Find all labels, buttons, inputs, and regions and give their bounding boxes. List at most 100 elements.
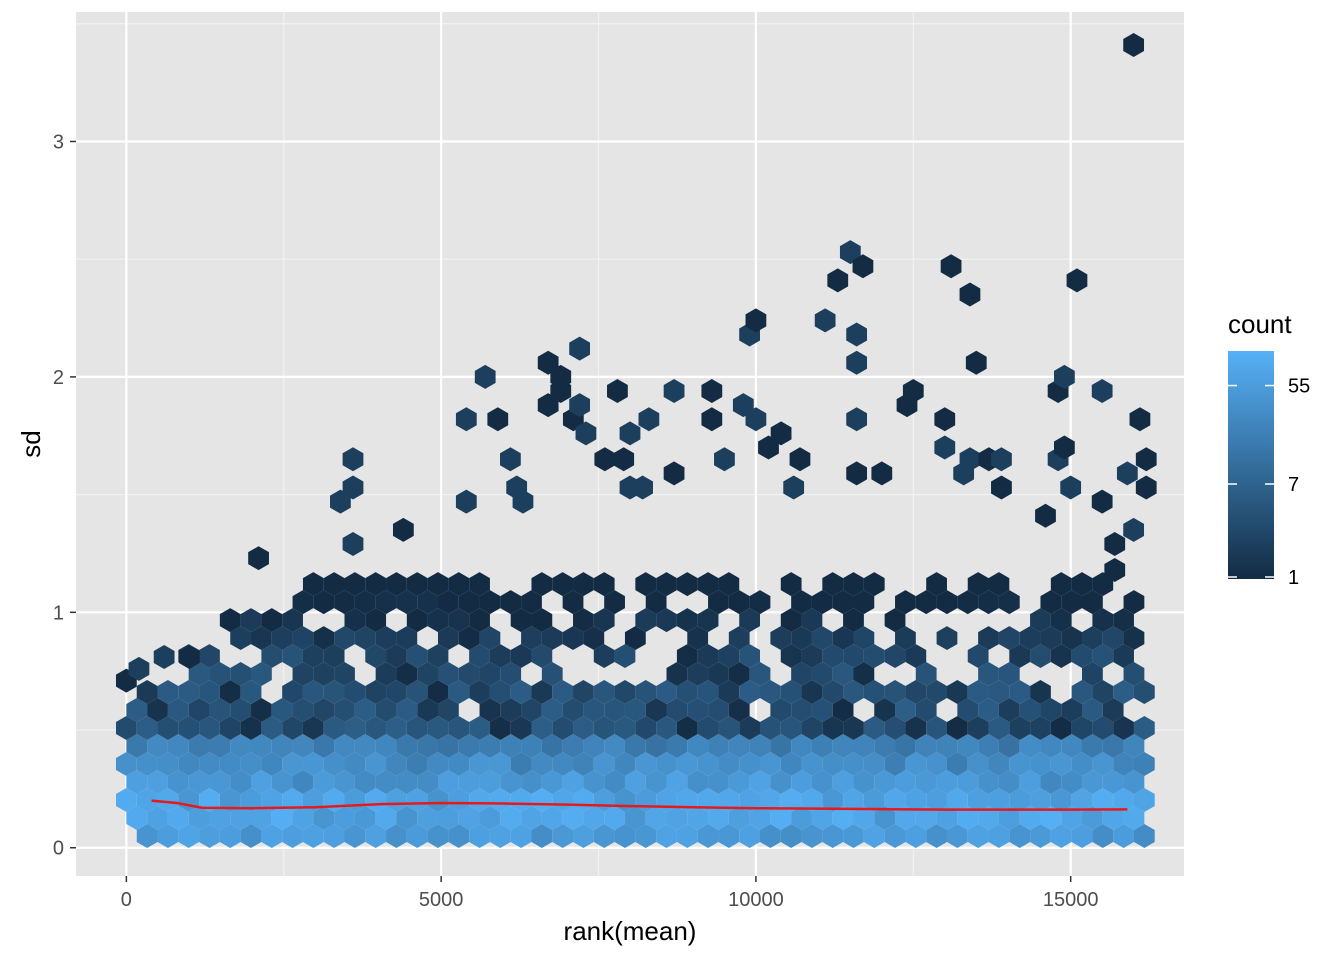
hex-cell xyxy=(396,805,418,830)
hex-cell xyxy=(1113,608,1134,633)
hex-cell xyxy=(417,805,438,830)
hex-cell xyxy=(1061,698,1083,723)
hex-cell xyxy=(967,680,989,705)
hex-cell xyxy=(375,662,397,687)
hex-cell xyxy=(271,626,293,651)
hex-cell xyxy=(978,770,999,794)
hex-cell xyxy=(469,716,490,741)
hex-cell xyxy=(282,823,303,848)
hex-cell-outlier xyxy=(732,393,754,418)
hex-cell xyxy=(1050,608,1072,633)
hex-cell xyxy=(1050,716,1072,741)
hex-cell xyxy=(1092,788,1114,812)
hex-cell-outlier xyxy=(569,393,591,418)
hex-cell xyxy=(323,680,345,705)
hex-cell xyxy=(448,823,470,848)
hex-cell-outlier xyxy=(934,407,956,432)
hex-cell xyxy=(406,644,428,669)
hex-cell xyxy=(863,823,885,848)
hex-cell xyxy=(1061,805,1083,830)
hex-cell xyxy=(863,680,885,705)
hex-cell xyxy=(822,716,844,741)
hex-cell xyxy=(1040,698,1062,723)
hex-cell xyxy=(302,572,324,597)
hex-cell xyxy=(863,716,885,741)
hex-cell xyxy=(178,823,200,848)
hex-cell-outlier xyxy=(991,447,1012,472)
hex-cell xyxy=(251,805,272,830)
hex-cell xyxy=(167,770,189,794)
hex-cell xyxy=(531,716,553,741)
y-tick-label: 2 xyxy=(53,367,64,389)
hex-cell-outlier xyxy=(619,421,641,446)
hex-cell xyxy=(718,716,740,741)
hex-cell xyxy=(614,823,636,848)
hex-cell xyxy=(801,608,823,633)
hex-cell xyxy=(1030,788,1051,812)
hex-cell-outlier xyxy=(342,532,364,557)
hex-cell xyxy=(884,752,906,777)
hex-cell xyxy=(874,805,896,830)
hex-cell xyxy=(271,698,293,723)
hex-cell-outlier xyxy=(965,350,987,375)
hex-cell xyxy=(489,823,511,848)
x-tick-label: 5000 xyxy=(419,889,464,911)
hex-cell xyxy=(946,823,968,848)
hex-cell xyxy=(292,805,314,830)
hex-cell xyxy=(500,590,522,615)
hex-cell xyxy=(967,572,989,597)
hex-cell xyxy=(843,644,864,669)
hex-cell-outlier xyxy=(392,517,414,542)
hex-cell xyxy=(531,644,553,669)
hex-cell xyxy=(770,698,792,723)
hex-cell xyxy=(1082,590,1103,615)
hex-cell xyxy=(521,805,542,830)
hex-cell xyxy=(323,716,345,741)
hex-cell xyxy=(271,805,293,830)
hex-cell xyxy=(1123,626,1145,651)
hex-cell xyxy=(230,662,252,687)
hex-cell xyxy=(666,770,688,794)
hex-cell xyxy=(676,716,698,741)
hex-cell xyxy=(895,698,916,723)
hex-cell xyxy=(510,752,532,777)
hex-cell xyxy=(500,734,522,759)
hex-cell xyxy=(240,823,262,848)
hex-cell xyxy=(1133,716,1155,741)
hex-cell xyxy=(157,680,179,705)
hex-cell xyxy=(635,680,657,705)
hex-cell-outlier xyxy=(770,421,792,446)
hex-cell xyxy=(354,770,376,794)
hex-cell xyxy=(406,823,428,848)
hex-cell xyxy=(988,716,1010,741)
hex-cell xyxy=(708,805,729,830)
hex-cell xyxy=(344,716,366,741)
hex-cell xyxy=(427,644,449,669)
hex-cell xyxy=(832,805,854,830)
hex-cell-outlier xyxy=(342,447,364,472)
hex-cell xyxy=(614,752,636,777)
hex-cell xyxy=(708,590,729,615)
hex-cell xyxy=(593,644,615,669)
hex-cell xyxy=(230,805,252,830)
hex-cell xyxy=(915,805,937,830)
hex-cell xyxy=(396,590,418,615)
hex-cell xyxy=(573,752,594,777)
hex-cell xyxy=(624,805,646,830)
hex-cell xyxy=(978,805,999,830)
hex-cell xyxy=(562,590,584,615)
hex-cell-outlier xyxy=(1054,435,1075,460)
hex-cell xyxy=(656,823,677,848)
hex-cell xyxy=(469,680,490,705)
hex-cell xyxy=(811,662,833,687)
hex-cell xyxy=(469,608,490,633)
hex-cell xyxy=(230,626,252,651)
hex-cell xyxy=(988,572,1010,597)
hex-cell xyxy=(375,770,397,794)
hex-cell xyxy=(386,752,407,777)
hex-cell xyxy=(334,590,355,615)
hex-cell xyxy=(884,608,906,633)
hex-cell-outlier xyxy=(1116,461,1138,486)
hex-cell-outlier xyxy=(500,447,521,472)
hex-cell xyxy=(573,680,594,705)
